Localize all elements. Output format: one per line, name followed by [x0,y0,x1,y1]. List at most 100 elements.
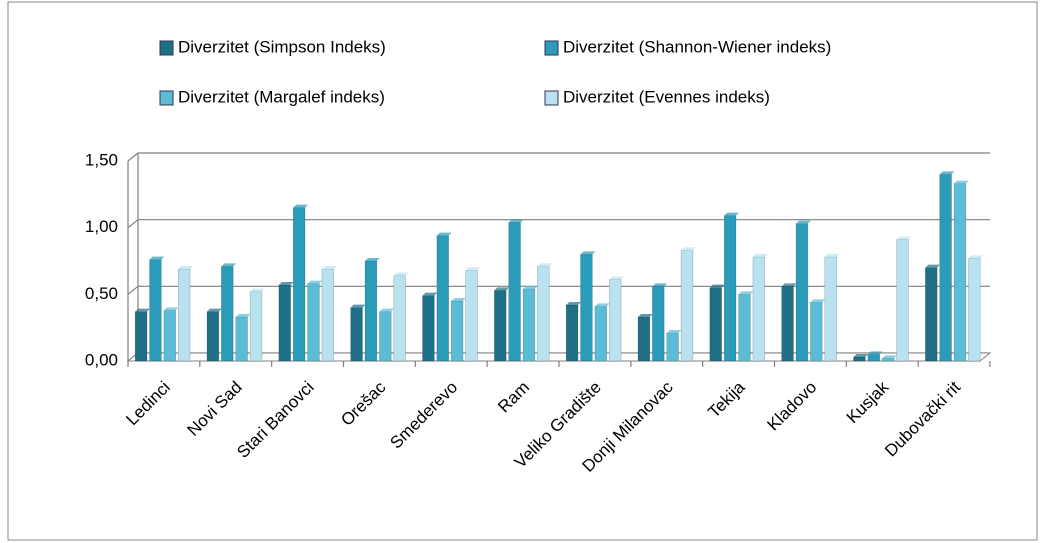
bar [364,260,378,362]
bar [379,311,392,362]
bar [896,239,909,362]
bar-top [594,303,610,307]
bar-top [321,266,337,269]
bar-top [350,304,366,308]
bar [350,307,363,362]
bar-top [422,292,438,296]
bar [465,270,478,362]
bar-top [652,283,668,287]
bar [221,266,234,362]
bar [968,258,981,362]
bar-top [465,267,481,271]
floor [126,352,992,362]
bar-top [968,255,984,259]
bar [278,284,291,362]
bar [795,223,809,362]
bar [867,354,880,362]
bar-top [738,291,754,295]
bar [494,290,507,362]
legend-label: Diverzitet (Margalef indeks) [178,87,385,106]
bar-top [810,299,826,303]
bar [522,288,536,362]
bar [292,207,306,362]
bar [608,279,622,362]
legend-swatch [544,40,559,56]
legend-swatch [159,40,174,56]
bar [881,358,895,362]
bar-top [365,258,380,261]
bar-top [609,276,625,280]
bar [450,300,464,362]
bar [666,332,679,362]
bar [321,268,335,362]
bar [738,294,751,362]
bar-top [781,283,797,287]
bar [508,222,521,362]
bar-top [149,256,165,260]
bar [206,311,220,362]
bar-top [896,236,912,240]
bar [723,215,737,362]
bar-top [666,330,682,333]
bar-top [207,308,222,312]
legend-swatch [544,90,559,106]
bar-top [451,298,467,301]
bar-top [178,266,194,269]
bar-top [796,220,811,224]
bar [149,259,162,362]
bar [235,316,248,362]
bar [810,302,823,362]
bar [580,254,593,362]
bar-top [954,180,969,184]
bar-top [163,307,179,311]
bar [781,286,794,362]
bar-top [867,351,883,355]
bar-top [939,171,955,175]
y-tick-label: 0,00 [85,350,118,369]
bar [824,256,837,362]
bar-top [882,355,898,359]
bar [853,356,866,362]
y-tick-label: 1,50 [85,150,118,169]
bar [709,287,722,362]
y-tick-label: 0,50 [85,284,118,303]
bar [393,275,406,362]
grid-slant [127,285,139,295]
bar [436,235,449,362]
legend-label: Diverzitet (Simpson Indeks) [178,37,386,56]
bar [565,304,579,362]
grid-slant [127,219,139,229]
bar-top [307,280,323,284]
bar [752,256,766,362]
bar-top [709,284,725,288]
legend-label: Diverzitet (Evennes indeks) [563,87,770,106]
bar-top [508,219,524,223]
bar-top [436,232,452,236]
bar [637,316,651,362]
bar [422,295,435,362]
bar-top [393,272,409,276]
legend-swatch [159,90,174,106]
bar [134,311,148,362]
bar-top [638,314,653,317]
bar [307,283,320,362]
y-tick-label: 1,00 [85,217,118,236]
bar-top [135,308,150,312]
bar-top [853,354,869,357]
bar [953,183,967,362]
bar [177,268,191,362]
bar-top [724,212,739,216]
legend-label: Diverzitet (Shannon-Wiener indeks) [563,37,831,56]
bar-top [379,308,395,312]
bar-top [752,254,768,257]
bar-top [221,263,237,267]
bar [680,250,694,362]
bar-top [566,302,581,305]
bar-top [250,288,265,292]
bar-top [824,254,840,257]
bar-top [681,247,696,251]
grid-slant [127,152,139,162]
bar-top [494,287,510,291]
bar-top [580,251,596,255]
